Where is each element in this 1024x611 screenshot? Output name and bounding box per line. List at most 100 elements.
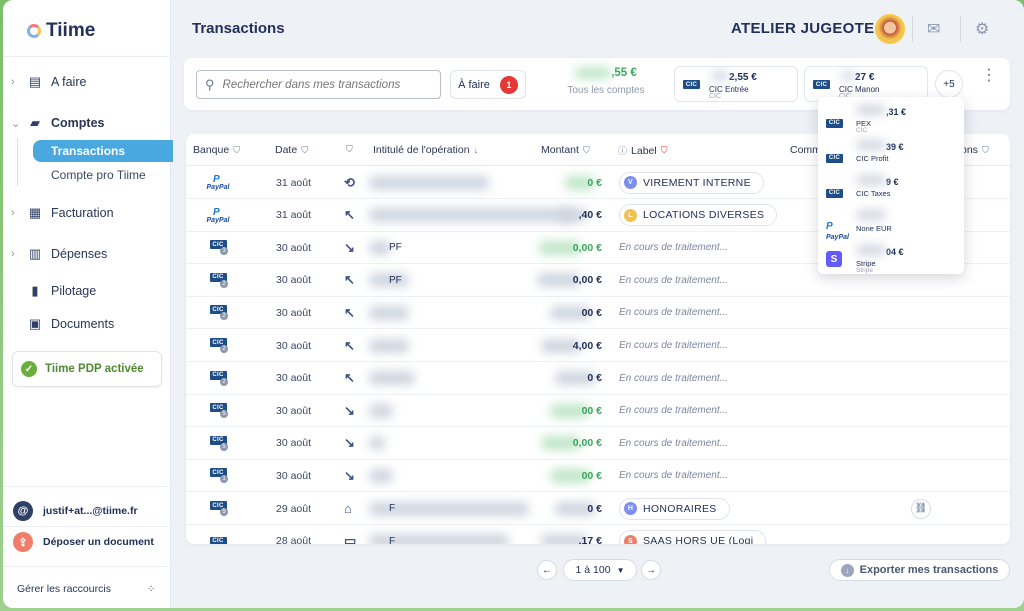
email-upload-link[interactable]: @ justif+at...@tiime.fr [13,501,138,521]
table-row[interactable]: CIC 2 30 août ↖ 4,00 € En cours de traitement… [186,329,1010,362]
cic-logo-icon: CIC [209,272,227,282]
amount-cell: 0 € [555,362,602,395]
attachment-icon[interactable]: ⛓ [911,492,931,525]
export-transactions-button[interactable]: ↓ Exporter mes transactions [829,559,1010,581]
operation-label-cell: F [369,492,529,525]
label-initial-icon: H [624,502,637,515]
blurred-text [369,338,409,353]
column-header-amount[interactable]: Montant ⛉ [541,144,590,156]
page-range-select[interactable]: 1 à 100 ▼ [563,559,637,581]
sidebar-item-pilotage[interactable]: ▮ Pilotage [11,280,96,302]
bank-logo: CIC [826,146,843,164]
manage-shortcuts-link[interactable]: Gérer les raccourcis [17,583,111,595]
all-accounts-total[interactable]: ,55 € Tous les comptes [556,67,656,96]
label-pill[interactable]: S SAAS HORS UE (Logi [619,530,767,544]
export-label: Exporter mes transactions [859,564,999,576]
sidebar-subitem-transactions[interactable]: Transactions [33,140,173,162]
table-row[interactable]: CIC 5 30 août ↘ 00 € En cours de traitement..… [186,394,1010,428]
label-cell[interactable]: S SAAS HORS UE (Logi [619,525,767,544]
column-header-label-operation[interactable]: Intitulé de l'opération ↓ [373,144,478,156]
table-row[interactable]: CIC 2 30 août ↖ 00 € En cours de traitement..… [186,296,1010,330]
app-window: Tiime › ▤ A faire ⌄ ▰ Comptes Transactio… [3,0,1024,608]
table-row[interactable]: CIC 2 30 août ↖ PF 0,00 € En cours de traiteme… [186,264,1010,297]
account-menu-item[interactable]: S 04 € Stripe Stripe [826,243,956,277]
more-options-icon[interactable]: ⋮ [981,67,997,84]
pdp-status-badge[interactable]: ✓ Tiime PDP activée [12,351,162,387]
processing-status: En cours de traitement... [619,242,728,254]
upload-document-button[interactable]: ⇪ Déposer un document [13,532,154,552]
column-header-label[interactable]: ⓘ Label ⛉ [618,144,667,157]
label-initial-icon: V [624,176,637,189]
label-cell[interactable]: L LOCATIONS DIVERSES [619,199,778,232]
column-header-actions[interactable]: ons ⛉ [961,144,989,156]
cic-logo-icon: CIC [209,468,227,478]
account-menu-item[interactable]: CIC ,31 € PEX CIC [826,103,956,137]
company-name[interactable]: ATELIER JUGEOTE [731,20,875,37]
operation-label: PF [389,274,402,286]
column-header-comments[interactable]: Comm [790,144,821,156]
table-row[interactable]: P PayPal 31 août ⟲ 0 € V VIREMENT INTERNE [186,166,1010,199]
table-row[interactable]: CIC 28 août ▭ F ,17 € S SAAS HORS UE (Logi [186,525,1010,544]
gear-icon[interactable]: ⚙ [975,21,990,38]
column-label: Banque [193,144,230,156]
sidebar-item-label: Facturation [51,206,114,220]
sidebar-item-depenses[interactable]: › ▥ Dépenses [11,243,107,265]
filter-icon[interactable]: ⛉ [582,144,590,155]
account-menu-item[interactable]: CIC 39 € CIC Profit [826,138,956,172]
sidebar-subitem-compte-pro[interactable]: Compte pro Tiime [51,168,146,182]
account-menu-item[interactable]: CIC 9 € CIC Taxes [826,173,956,207]
account-name: PEX [856,119,872,128]
check-icon: ✓ [21,361,37,377]
table-row[interactable]: CIC 1 30 août ↘ 00 € En cours de traitement..… [186,459,1010,493]
account-card[interactable]: CIC 2,55 € CIC Entrée CIC [674,66,798,102]
avatar[interactable] [875,14,905,44]
table-row[interactable]: CIC 2 30 août ↖ 0 € En cours de traitement... [186,362,1010,395]
previous-page-button[interactable]: ← [537,560,557,580]
header-divider [960,16,961,42]
filter-icon[interactable]: ⛉ [233,144,240,155]
filter-active-icon[interactable]: ⛉ [660,145,668,155]
arrow-out-icon: ↖ [344,337,355,353]
table-row[interactable]: CIC 3 30 août ↘ PF 0,00 € En cours de traiteme… [186,231,1010,265]
amount-cell: 00 € [549,459,602,492]
search-input[interactable] [222,78,423,91]
grid-icon[interactable]: ⁘ [147,584,157,595]
bar-chart-icon: ▮ [31,283,39,298]
folder-upload-icon: ▣ [28,316,42,331]
account-menu-item[interactable]: P PayPal None EUR [826,208,956,242]
table-row[interactable]: CIC 5 30 août ↘ 0,00 € En cours de traitement… [186,427,1010,460]
label-pill[interactable]: L LOCATIONS DIVERSES [619,204,778,227]
sidebar-item-documents[interactable]: ▣ Documents [11,313,114,335]
column-header-bank[interactable]: Banque ⛉ [193,144,240,156]
table-row[interactable]: P PayPal 31 août ↖ ,40 € L LOCATIONS DIVERSES [186,199,1010,232]
column-header-date[interactable]: Date ⛉ [275,144,308,156]
cic-logo-icon: CIC [826,118,843,128]
mail-icon[interactable]: ✉ [927,21,941,38]
account-amount: ,31 € [856,105,906,117]
column-header-direction[interactable]: ⛉ [346,144,353,155]
chevron-down-icon: ⌄ [11,117,21,130]
blurred-amount [540,436,581,451]
filter-icon[interactable]: ⛉ [301,144,308,155]
account-bank: CIC [856,127,868,134]
label-pill[interactable]: H HONORAIRES [619,497,730,520]
next-page-button[interactable]: → [641,560,661,580]
processing-status: En cours de traitement... [619,437,728,449]
account-bank: Stripe [856,267,873,274]
label-cell[interactable]: H HONORAIRES [619,492,730,525]
filter-icon[interactable]: ⛉ [981,144,989,155]
sort-down-icon[interactable]: ↓ [473,145,479,155]
sidebar-item-facturation[interactable]: › ▦ Facturation [11,202,114,224]
table-row[interactable]: CIC 5 29 août ⌂ F 0 € H HONORAIRES ⛓ [186,492,1010,525]
todo-filter-button[interactable]: À faire 1 [450,70,526,99]
more-accounts-button[interactable]: +5 [935,70,963,98]
sidebar-item-a-faire[interactable]: › ▤ A faire [11,71,86,93]
app-logo[interactable]: Tiime [27,20,95,42]
date-cell: 30 août [276,274,312,287]
filter-icon[interactable]: ⛉ [346,144,353,154]
label-pill[interactable]: V VIREMENT INTERNE [619,171,764,194]
label-cell[interactable]: V VIREMENT INTERNE [619,166,764,199]
sidebar-item-comptes[interactable]: ⌄ ▰ Comptes [11,112,104,134]
label-cell: En cours de traitement... [619,296,728,329]
search-field[interactable]: ⚲ [196,70,441,99]
